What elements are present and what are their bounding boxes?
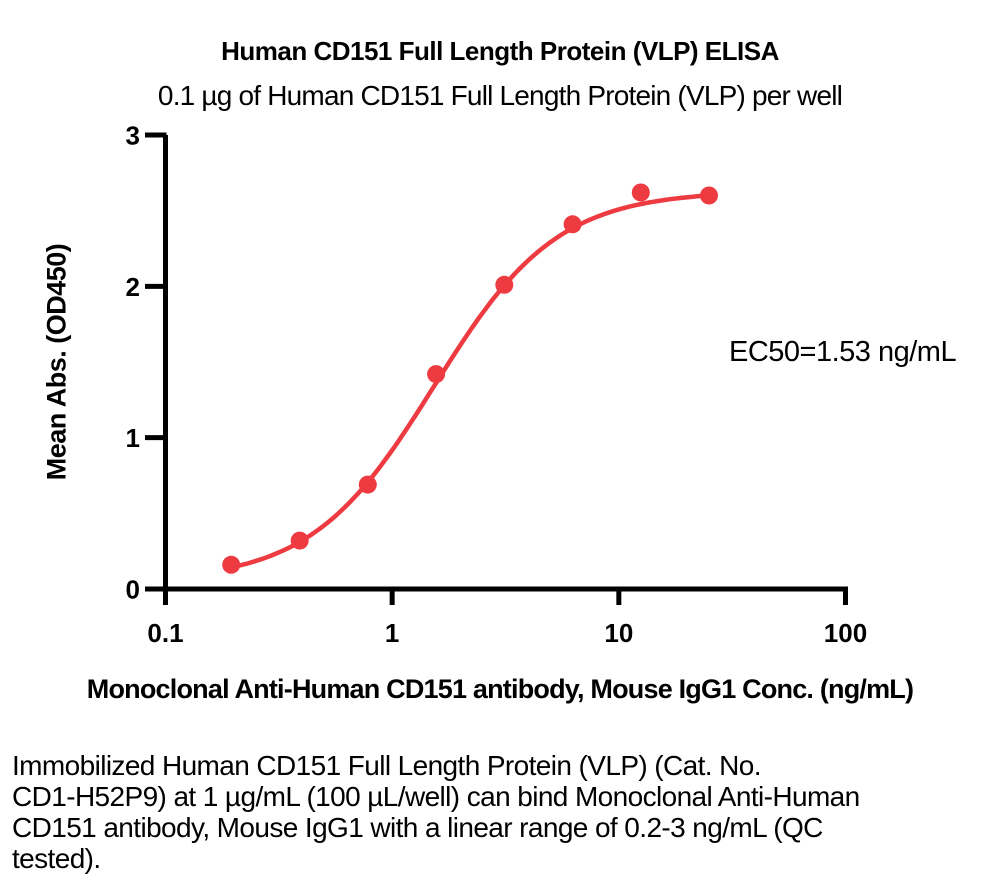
caption-line: CD1-H52P9) at 1 µg/mL (100 µL/well) can … <box>12 781 860 812</box>
y-tick-label: 1 <box>126 423 140 453</box>
data-point <box>222 555 241 574</box>
data-point <box>358 475 377 494</box>
fit-curve <box>228 193 712 570</box>
data-point <box>563 215 582 234</box>
elisa-plot: 0 1 2 3 0.1 1 10 100 <box>126 121 868 649</box>
data-point <box>700 186 718 205</box>
x-tick-label: 1 <box>385 618 399 648</box>
data-point <box>427 365 446 384</box>
x-tick-label: 0.1 <box>147 618 183 648</box>
caption-line: CD151 antibody, Mouse IgG1 with a linear… <box>12 812 823 843</box>
x-axis-title: Monoclonal Anti-Human CD151 antibody, Mo… <box>86 674 914 704</box>
data-point <box>495 275 514 294</box>
y-tick-label: 0 <box>126 575 140 605</box>
ec50-annotation: EC50=1.53 ng/mL <box>729 336 957 368</box>
figure-caption: Immobilized Human CD151 Full Length Prot… <box>12 750 860 874</box>
chart-subtitle: 0.1 µg of Human CD151 Full Length Protei… <box>157 80 843 111</box>
y-tick-label: 2 <box>126 272 140 302</box>
data-point <box>631 183 650 202</box>
data-point <box>290 531 309 550</box>
caption-line: Immobilized Human CD151 Full Length Prot… <box>12 750 762 781</box>
x-tick-label: 100 <box>824 618 867 648</box>
y-tick-label: 3 <box>126 121 140 151</box>
x-tick-label: 10 <box>604 618 633 648</box>
chart-title: Human CD151 Full Length Protein (VLP) EL… <box>221 36 779 66</box>
caption-line: tested). <box>12 843 101 874</box>
